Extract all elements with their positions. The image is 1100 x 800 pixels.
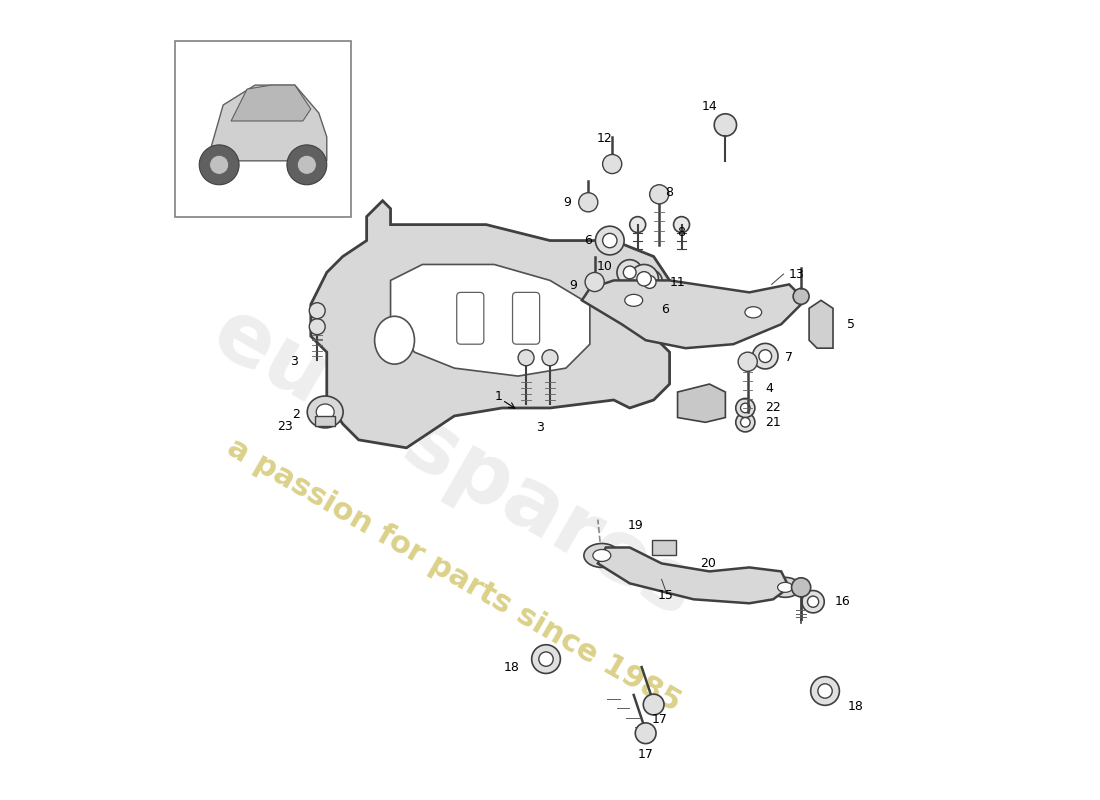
Text: 19: 19 xyxy=(628,519,643,533)
FancyBboxPatch shape xyxy=(456,292,484,344)
Text: a passion for parts since 1985: a passion for parts since 1985 xyxy=(222,433,686,718)
Circle shape xyxy=(650,185,669,204)
Text: 18: 18 xyxy=(847,701,864,714)
Circle shape xyxy=(585,273,604,291)
Text: 23: 23 xyxy=(277,420,294,433)
Text: 16: 16 xyxy=(835,595,850,608)
Circle shape xyxy=(802,590,824,613)
Circle shape xyxy=(603,154,622,174)
Circle shape xyxy=(595,226,624,255)
Circle shape xyxy=(807,596,818,607)
Circle shape xyxy=(759,350,771,362)
Circle shape xyxy=(518,350,535,366)
Text: 22: 22 xyxy=(766,402,781,414)
Text: 21: 21 xyxy=(766,416,781,429)
Circle shape xyxy=(644,694,664,715)
Circle shape xyxy=(736,413,755,432)
Text: 9: 9 xyxy=(569,279,578,293)
Circle shape xyxy=(297,155,317,174)
Text: 7: 7 xyxy=(785,351,793,364)
Circle shape xyxy=(792,578,811,597)
Bar xyxy=(315,416,334,426)
Text: 3: 3 xyxy=(537,422,544,434)
Circle shape xyxy=(287,145,327,185)
Ellipse shape xyxy=(616,288,651,312)
Ellipse shape xyxy=(625,294,642,306)
Circle shape xyxy=(629,217,646,233)
Circle shape xyxy=(752,343,778,369)
Ellipse shape xyxy=(737,301,770,323)
Circle shape xyxy=(617,260,642,286)
Polygon shape xyxy=(597,547,789,603)
Ellipse shape xyxy=(778,582,793,592)
Circle shape xyxy=(579,193,597,212)
Text: 11: 11 xyxy=(670,275,685,289)
Text: 20: 20 xyxy=(700,557,716,570)
Text: 5: 5 xyxy=(847,318,855,330)
Circle shape xyxy=(740,403,750,413)
Circle shape xyxy=(740,418,750,427)
Text: 8: 8 xyxy=(678,226,685,239)
Circle shape xyxy=(539,652,553,666)
Polygon shape xyxy=(311,201,670,448)
Circle shape xyxy=(793,288,810,304)
Circle shape xyxy=(714,114,737,136)
Ellipse shape xyxy=(584,543,619,567)
Circle shape xyxy=(736,398,755,418)
Ellipse shape xyxy=(316,404,334,420)
Polygon shape xyxy=(678,384,725,422)
FancyBboxPatch shape xyxy=(513,292,540,344)
Text: 4: 4 xyxy=(766,382,773,394)
Polygon shape xyxy=(582,281,805,348)
Circle shape xyxy=(603,234,617,248)
Circle shape xyxy=(199,145,239,185)
Circle shape xyxy=(309,302,326,318)
Ellipse shape xyxy=(770,578,801,598)
Text: 10: 10 xyxy=(596,259,613,273)
Ellipse shape xyxy=(745,306,761,318)
Circle shape xyxy=(531,645,560,674)
Polygon shape xyxy=(231,85,311,121)
Circle shape xyxy=(624,266,636,279)
Ellipse shape xyxy=(307,396,343,428)
Text: 1: 1 xyxy=(494,390,502,402)
Circle shape xyxy=(210,155,229,174)
Circle shape xyxy=(629,265,659,293)
Ellipse shape xyxy=(593,550,611,562)
Text: 17: 17 xyxy=(652,713,668,726)
Text: 6: 6 xyxy=(584,234,592,247)
Circle shape xyxy=(636,723,656,744)
Text: 14: 14 xyxy=(702,100,717,113)
Text: 12: 12 xyxy=(596,132,612,145)
Text: 6: 6 xyxy=(661,303,670,317)
Text: 2: 2 xyxy=(292,408,299,421)
Circle shape xyxy=(637,270,662,294)
Circle shape xyxy=(644,276,656,288)
Circle shape xyxy=(673,217,690,233)
Text: 8: 8 xyxy=(666,186,673,199)
Text: 3: 3 xyxy=(290,355,298,368)
Circle shape xyxy=(542,350,558,366)
Bar xyxy=(652,539,676,555)
Text: eurospares: eurospares xyxy=(198,292,711,636)
Polygon shape xyxy=(810,300,833,348)
Text: 17: 17 xyxy=(638,748,653,762)
Circle shape xyxy=(818,684,833,698)
Circle shape xyxy=(309,318,326,334)
Circle shape xyxy=(637,272,651,286)
Ellipse shape xyxy=(375,316,415,364)
FancyBboxPatch shape xyxy=(175,42,351,217)
Circle shape xyxy=(738,352,757,371)
Circle shape xyxy=(811,677,839,706)
Text: 18: 18 xyxy=(504,661,519,674)
Text: 15: 15 xyxy=(658,589,673,602)
Polygon shape xyxy=(199,85,327,161)
Text: 9: 9 xyxy=(563,196,571,209)
Polygon shape xyxy=(390,265,590,376)
Text: 13: 13 xyxy=(789,267,805,281)
